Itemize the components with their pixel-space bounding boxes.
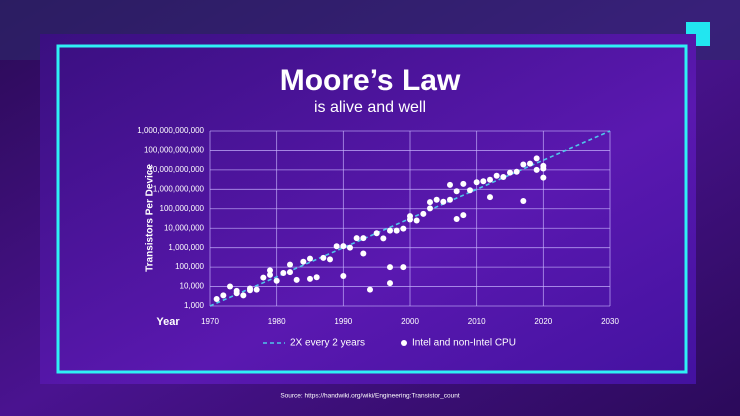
data-point [447,196,453,203]
data-point [333,243,340,250]
data-point [340,272,347,279]
data-point [387,227,393,234]
source: Source: https://handwiki.org/wiki/Engine… [280,393,460,400]
y-tick-label: 1,000,000 [168,243,204,252]
y-tick-label: 1,000,000,000 [153,184,205,193]
data-point [480,178,487,185]
data-point [473,179,480,186]
data-point [260,274,267,281]
data-point [240,292,247,299]
x-tick-label: 2000 [401,317,419,326]
data-point [467,187,473,194]
data-point [287,269,293,276]
chart-subtitle: is alive and well [314,99,426,116]
data-point [367,286,373,293]
data-point [307,255,313,262]
data-point [267,267,273,274]
data-point [387,264,393,271]
data-point [380,235,387,242]
y-tick-label: 10,000,000,000 [148,165,204,174]
data-point [253,286,260,293]
data-point [340,243,347,250]
data-point [520,161,527,168]
data-point [220,292,227,299]
data-point [460,212,467,219]
data-point [400,264,407,271]
x-tick-label: 2020 [534,317,552,326]
data-point [300,258,307,265]
y-tick-label: 100,000,000 [160,204,205,213]
data-point [373,230,380,237]
data-point [533,166,540,173]
data-point [413,217,420,224]
data-point [307,275,313,282]
data-point [313,274,320,281]
y-axis-title: Transistors Per Device [145,164,156,272]
data-point [433,196,440,203]
data-point [527,160,533,167]
data-point [487,194,493,201]
x-axis-title: Year [156,316,180,328]
data-point [540,165,547,172]
data-point [273,277,280,284]
data-point [427,199,433,206]
x-tick-label: 1990 [334,317,352,326]
data-point [287,261,293,268]
data-point [420,210,427,217]
x-tick-label: 1970 [201,317,219,326]
data-point [500,174,507,181]
data-point [387,280,393,287]
data-point [320,254,327,261]
data-point [327,256,333,263]
data-point [533,155,540,162]
data-point [267,271,273,278]
data-point [293,276,300,283]
data-point [407,216,413,223]
legend-label: Intel and non-Intel CPU [412,338,516,349]
legend-swatch [401,340,407,346]
y-tick-label: 10,000,000 [164,223,205,232]
legend: 2X every 2 years Intel and non-Intel CPU [263,338,516,349]
data-point [427,205,433,212]
data-point [487,176,493,183]
data-point [360,250,367,257]
data-point [247,287,253,294]
data-point [280,269,287,276]
data-point [440,198,447,205]
grid [209,130,611,307]
data-point [233,287,240,294]
frame [56,44,688,374]
data-point [447,181,453,188]
data-point [507,169,513,176]
y-tick-label: 10,000 [180,282,205,291]
data-point [453,188,460,195]
data-point [360,235,367,242]
data-point [493,172,500,179]
data-point [213,295,220,302]
data-point [453,215,460,222]
data-point [393,227,400,234]
legend-label: 2X every 2 years [290,338,365,349]
y-tick-label: 1,000 [184,301,205,310]
x-tick-label: 2030 [601,317,619,326]
y-tick-label: 100,000,000,000 [144,146,205,155]
data-point [400,225,407,232]
data-point [353,235,360,242]
data-point [227,283,233,290]
x-tick-label: 1980 [268,317,286,326]
data-point [347,244,353,251]
x-tick-label: 2010 [468,317,486,326]
data-point [460,180,467,187]
data-point [540,174,547,181]
y-tick-label: 100,000 [175,262,204,271]
y-tick-label: 1,000,000,000,000 [137,126,204,135]
chart-title: Moore’s Law [280,64,461,97]
data-point [520,198,527,205]
data-point [513,168,520,175]
